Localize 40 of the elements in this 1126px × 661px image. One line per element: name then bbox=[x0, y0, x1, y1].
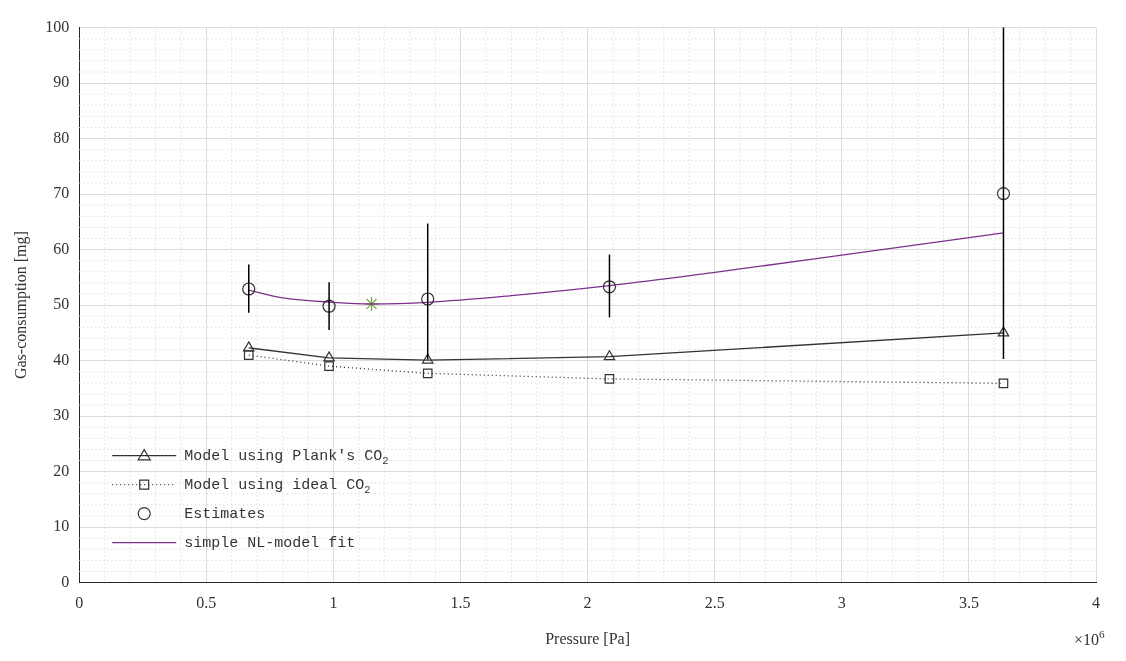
point bbox=[603, 350, 616, 361]
x-tick-label: 3.5 bbox=[958, 594, 979, 612]
y-tick-label: 80 bbox=[53, 128, 70, 146]
x-tick-label: 2 bbox=[583, 594, 592, 612]
point bbox=[421, 292, 435, 306]
x-axis-title: Pressure [Pa] bbox=[545, 629, 631, 647]
point bbox=[243, 350, 254, 360]
x-tick-label: 0.5 bbox=[196, 594, 217, 612]
x-tick-label: 1.5 bbox=[450, 594, 471, 612]
point bbox=[242, 282, 256, 296]
y-tick-label: 70 bbox=[53, 184, 70, 202]
y-tick-label: 50 bbox=[53, 295, 70, 313]
x-tick-label: 4 bbox=[1092, 594, 1100, 612]
point bbox=[998, 378, 1009, 389]
point bbox=[602, 280, 617, 294]
y-tick-label: 90 bbox=[53, 73, 70, 91]
x-tick-label: 0 bbox=[75, 594, 84, 612]
x-tick-label: 2.5 bbox=[704, 594, 725, 612]
point bbox=[996, 186, 1011, 201]
legend-label: Estimates bbox=[184, 505, 266, 523]
point bbox=[363, 296, 380, 312]
point bbox=[324, 361, 334, 371]
x-tick-label: 3 bbox=[837, 594, 846, 612]
point bbox=[604, 374, 615, 384]
point bbox=[242, 341, 255, 352]
point bbox=[421, 353, 434, 364]
point bbox=[323, 351, 335, 362]
y-tick-label: 40 bbox=[53, 350, 70, 368]
y-tick-label: 30 bbox=[53, 406, 70, 424]
x-tick-label: 1 bbox=[329, 594, 338, 612]
point bbox=[997, 326, 1010, 337]
point bbox=[322, 299, 336, 313]
y-tick-label: 0 bbox=[61, 572, 70, 590]
y-tick-label: 100 bbox=[45, 17, 70, 35]
y-axis-title: Gas-consumption [mg] bbox=[11, 231, 30, 380]
y-tick-label: 20 bbox=[53, 461, 70, 479]
legend-label: simple NL-model fit bbox=[184, 534, 356, 552]
y-tick-label: 10 bbox=[53, 517, 70, 535]
y-tick-label: 60 bbox=[53, 239, 70, 257]
point bbox=[422, 368, 433, 379]
